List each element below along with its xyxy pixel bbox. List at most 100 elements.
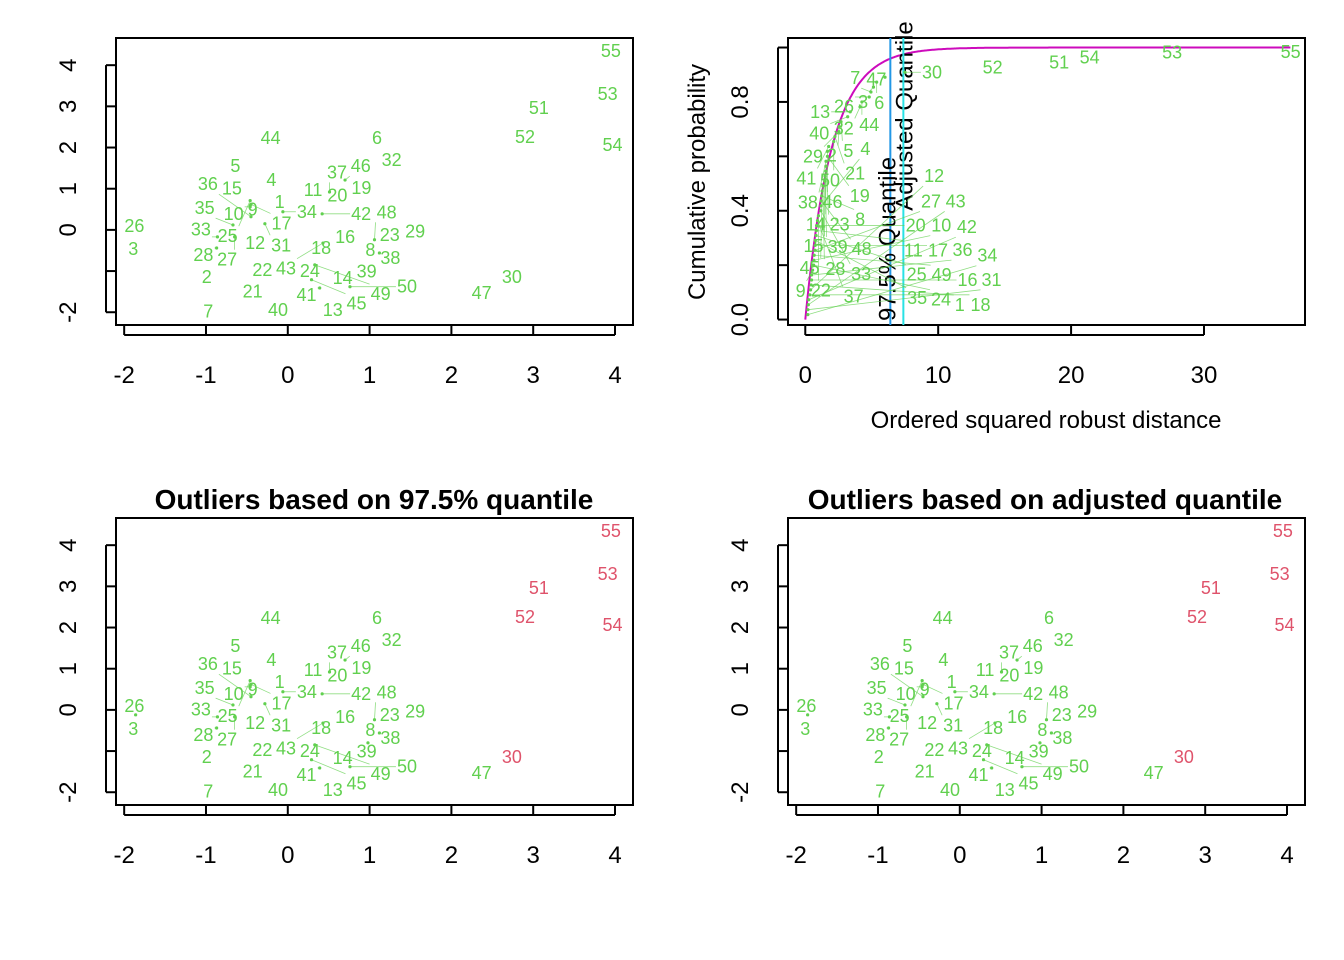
point-label: 23 <box>380 705 400 725</box>
point-marker <box>812 253 816 257</box>
point-label: 28 <box>193 725 213 745</box>
point-marker <box>313 263 317 267</box>
leader-line <box>890 673 924 698</box>
point-marker <box>366 741 370 745</box>
ecdf-point-label: 19 <box>850 186 870 206</box>
point-marker <box>263 702 267 706</box>
point-label: 53 <box>598 84 618 104</box>
point-label: 36 <box>198 654 218 674</box>
point-label: 43 <box>276 259 296 279</box>
x-tick-label: 2 <box>445 362 458 389</box>
ecdf-point-label: 43 <box>946 191 966 211</box>
point-label: 19 <box>351 178 371 198</box>
point-marker <box>814 223 819 228</box>
point-marker <box>858 105 862 109</box>
y-axis-label: Cumulative probability <box>684 64 711 300</box>
point-label: 18 <box>311 238 331 258</box>
point-label: 11 <box>976 660 995 680</box>
point-label: 38 <box>380 248 400 268</box>
point-labels: 1234567891011121314151617181920212223242… <box>124 41 622 322</box>
point-marker <box>309 278 314 282</box>
point-label: 19 <box>351 658 371 678</box>
ecdf-point-label: 48 <box>852 239 872 259</box>
point-label: 12 <box>917 713 937 733</box>
point-marker <box>248 679 252 683</box>
leader-line <box>808 211 945 306</box>
leader-line <box>311 759 346 775</box>
ecdf-axis-labels: Ordered squared robust distance Cumulati… <box>684 64 1221 434</box>
ecdf-point-label: 50 <box>820 170 840 190</box>
point-label: 41 <box>296 285 316 305</box>
point-label: 39 <box>357 262 377 282</box>
point-marker <box>1015 658 1019 662</box>
point-marker <box>215 715 220 719</box>
point-label: 4 <box>266 650 276 670</box>
ecdf-point-label: 25 <box>907 265 927 285</box>
point-label: 24 <box>972 741 992 761</box>
x-tick-label: 2 <box>445 842 458 869</box>
leader-line <box>825 166 829 215</box>
ecdf-point-label: 42 <box>957 217 977 237</box>
point-marker <box>869 90 873 94</box>
point-marker <box>377 251 382 255</box>
point-label: 9 <box>248 680 258 700</box>
point-label: 27 <box>889 730 909 750</box>
point-marker <box>808 293 812 297</box>
point-label: 24 <box>300 741 320 761</box>
leader-line <box>827 156 850 186</box>
outlier-point-label: 30 <box>1174 747 1194 767</box>
point-label: 10 <box>224 684 244 704</box>
x-tick-label: -1 <box>195 362 216 389</box>
point-label: 14 <box>1005 748 1025 768</box>
leader-line <box>823 131 840 147</box>
point-marker <box>320 692 324 696</box>
point-label: 41 <box>296 765 316 785</box>
leader-line <box>820 200 851 240</box>
point-marker <box>903 703 907 707</box>
point-marker <box>819 204 823 208</box>
y-tick-label: 2 <box>55 141 82 154</box>
point-label: 18 <box>983 718 1003 738</box>
point-label: 34 <box>297 682 317 702</box>
point-label: 22 <box>924 740 944 760</box>
outlier-point-label: 55 <box>1273 521 1293 541</box>
point-label: 2 <box>202 747 212 767</box>
leader-line <box>811 259 952 276</box>
y-tick-label: 0.4 <box>727 194 754 227</box>
leader-line <box>983 759 1018 775</box>
point-labels: 1234567891011121314151617181920212223242… <box>124 521 622 802</box>
point-marker <box>824 159 828 163</box>
y-tick-label: 4 <box>727 538 754 551</box>
point-label: 46 <box>351 156 371 176</box>
point-marker <box>921 682 925 686</box>
y-tick-label: 4 <box>55 538 82 551</box>
point-label: 48 <box>377 682 397 702</box>
point-label: 33 <box>191 700 211 720</box>
point-label: 26 <box>124 696 144 716</box>
point-label: 34 <box>969 682 989 702</box>
leader-line <box>986 744 1042 765</box>
point-label: 2 <box>202 267 212 287</box>
outlier-point-label: 51 <box>529 578 549 598</box>
point-label: 17 <box>943 693 963 713</box>
point-marker <box>832 139 836 144</box>
point-label: 44 <box>261 608 281 628</box>
x-tick-label: 0 <box>799 362 812 389</box>
point-label: 6 <box>372 608 382 628</box>
panel-scatter-raw: -2 -1 0 1 2 3 4-201234123456789101112131415161… <box>55 37 634 389</box>
x-tick-label: -2 <box>786 842 807 869</box>
point-label: 25 <box>890 706 910 726</box>
y-tick-label: 0 <box>55 703 82 716</box>
point-label: 29 <box>405 702 425 722</box>
point-label: 46 <box>1023 636 1043 656</box>
leader-line <box>218 193 252 218</box>
leader-line <box>215 217 234 226</box>
y-tick-label: 3 <box>55 100 82 113</box>
point-label: 49 <box>371 284 391 304</box>
point-label: 27 <box>217 730 237 750</box>
point-marker <box>837 125 841 129</box>
y-tick-label: -2 <box>727 782 754 803</box>
y-tick-label: 2 <box>55 621 82 634</box>
ecdf-point-label: 35 <box>907 288 927 308</box>
